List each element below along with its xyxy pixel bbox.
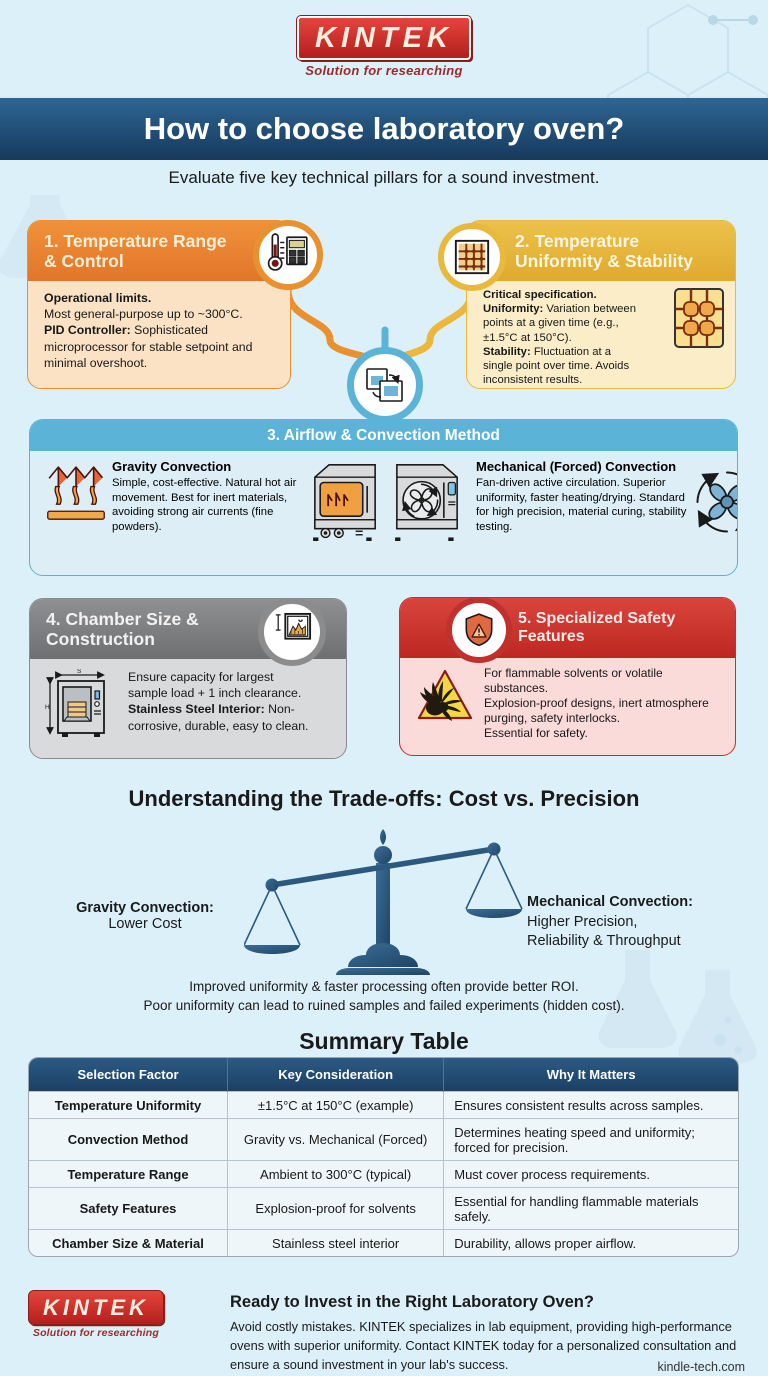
svg-text:S: S: [77, 669, 82, 675]
svg-text:H: H: [45, 704, 50, 711]
